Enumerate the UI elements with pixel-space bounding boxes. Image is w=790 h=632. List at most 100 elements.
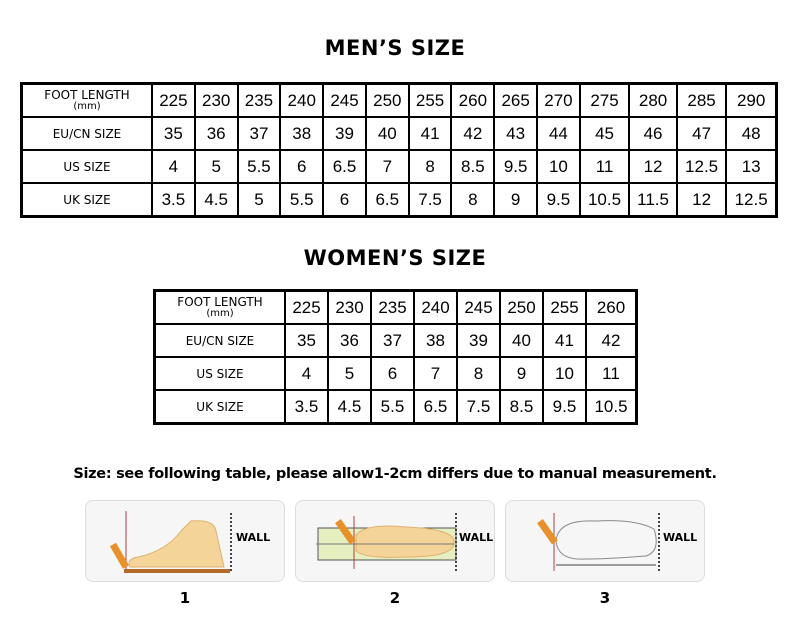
size-cell: 36 <box>327 323 372 358</box>
size-cell: 6 <box>322 182 367 218</box>
size-cell: 41 <box>542 323 587 358</box>
mens-size-table: FOOT LENGTH (mm) 225 230 235 240 245 250 255 260 2… <box>20 82 778 218</box>
header-label: FOOT LENGTH <box>177 294 263 309</box>
size-cell: 41 <box>407 116 453 151</box>
size-cell: 3.5 <box>284 389 329 425</box>
size-cell: 5.5 <box>236 149 282 184</box>
size-cell: 240 <box>279 82 325 118</box>
size-cell: 235 <box>236 82 282 118</box>
size-cell: 10 <box>536 149 581 184</box>
size-cell: 275 <box>578 82 631 118</box>
size-cell: 36 <box>193 116 239 151</box>
header-label: FOOT LENGTH <box>44 87 130 102</box>
size-cell: 9 <box>499 356 544 391</box>
step-1-illustration: WALL <box>85 500 285 582</box>
size-cell: 44 <box>536 116 581 151</box>
table-row: US SIZE 4 5 6 7 8 9 10 11 <box>153 356 638 391</box>
size-cell: 285 <box>675 82 728 118</box>
size-cell: 38 <box>279 116 325 151</box>
size-cell: 5 <box>236 182 282 218</box>
wall-label: WALL <box>663 531 698 544</box>
size-cell: 5.5 <box>370 389 415 425</box>
womens-size-title: WOMEN’S SIZE <box>303 246 487 270</box>
size-cell: 6.5 <box>413 389 458 425</box>
size-cell: 7 <box>413 356 458 391</box>
size-cell: 280 <box>628 82 678 118</box>
size-cell: 40 <box>364 116 410 151</box>
size-cell: 46 <box>628 116 678 151</box>
row-header: FOOT LENGTH (mm) <box>20 82 153 118</box>
size-cell: 45 <box>578 116 631 151</box>
size-cell: 42 <box>450 116 496 151</box>
step-number: 1 <box>179 589 191 607</box>
size-cell: 3.5 <box>151 182 196 218</box>
size-cell: 235 <box>370 289 415 325</box>
size-cell: 255 <box>407 82 453 118</box>
size-cell: 35 <box>151 116 196 151</box>
size-cell: 6.5 <box>364 182 410 218</box>
size-cell: 43 <box>493 116 539 151</box>
row-header: FOOT LENGTH (mm) <box>153 289 286 325</box>
size-cell: 6 <box>279 149 325 184</box>
size-cell: 12 <box>628 149 678 184</box>
size-cell: 37 <box>370 323 415 358</box>
size-cell: 5 <box>327 356 372 391</box>
size-cell: 4.5 <box>193 182 239 218</box>
size-cell: 39 <box>322 116 367 151</box>
size-cell: 225 <box>151 82 196 118</box>
header-unit: (mm) <box>206 307 234 319</box>
foot-outline-view-icon <box>537 513 660 571</box>
row-header: UK SIZE <box>20 182 153 218</box>
size-cell: 8 <box>456 356 501 391</box>
size-cell: 40 <box>499 323 544 358</box>
womens-size-table: FOOT LENGTH (mm) 225 230 235 240 245 250 255 260 E… <box>153 289 638 425</box>
foot-side-view-icon <box>109 511 232 573</box>
foot-ruler-view-icon <box>316 513 457 571</box>
size-cell: 4 <box>151 149 196 184</box>
size-cell: 250 <box>499 289 544 325</box>
size-cell: 9.5 <box>493 149 539 184</box>
row-header: US SIZE <box>20 149 153 184</box>
size-cell: 7 <box>364 149 410 184</box>
wall-label: WALL <box>236 531 271 544</box>
size-cell: 260 <box>450 82 496 118</box>
size-cell: 255 <box>542 289 587 325</box>
size-cell: 39 <box>456 323 501 358</box>
size-cell: 4.5 <box>327 389 372 425</box>
measurement-note: Size: see following table, please allow1… <box>73 466 717 482</box>
size-cell: 8 <box>450 182 496 218</box>
size-cell: 8.5 <box>499 389 544 425</box>
size-cell: 270 <box>536 82 581 118</box>
step-3-illustration: WALL <box>505 500 705 582</box>
row-header: EU/CN SIZE <box>20 116 153 151</box>
row-header: UK SIZE <box>153 389 286 425</box>
size-cell: 10.5 <box>585 389 638 425</box>
size-cell: 7.5 <box>456 389 501 425</box>
table-row: EU/CN SIZE 35 36 37 38 39 40 41 42 43 44 45 46 47 48 <box>20 116 778 151</box>
size-cell: 48 <box>725 116 778 151</box>
size-cell: 38 <box>413 323 458 358</box>
step-2-illustration: WALL <box>295 500 495 582</box>
size-cell: 47 <box>675 116 728 151</box>
size-cell: 245 <box>322 82 367 118</box>
size-cell: 11.5 <box>628 182 678 218</box>
size-cell: 8.5 <box>450 149 496 184</box>
size-cell: 35 <box>284 323 329 358</box>
size-cell: 9.5 <box>536 182 581 218</box>
size-cell: 230 <box>193 82 239 118</box>
table-row: UK SIZE 3.5 4.5 5 5.5 6 6.5 7.5 8 9 9.5 10.5 11.5 12 1… <box>20 182 778 218</box>
size-cell: 12.5 <box>675 149 728 184</box>
size-cell: 290 <box>725 82 778 118</box>
size-cell: 10 <box>542 356 587 391</box>
table-row: EU/CN SIZE 35 36 37 38 39 40 41 42 <box>153 323 638 358</box>
size-cell: 13 <box>725 149 778 184</box>
size-cell: 9 <box>493 182 539 218</box>
size-cell: 230 <box>327 289 372 325</box>
size-cell: 6 <box>370 356 415 391</box>
table-row: UK SIZE 3.5 4.5 5.5 6.5 7.5 8.5 9.5 10.5 <box>153 389 638 425</box>
size-cell: 225 <box>284 289 329 325</box>
size-cell: 12.5 <box>725 182 778 218</box>
size-cell: 240 <box>413 289 458 325</box>
size-cell: 260 <box>585 289 638 325</box>
table-row: FOOT LENGTH (mm) 225 230 235 240 245 250 255 260 2… <box>20 82 778 118</box>
